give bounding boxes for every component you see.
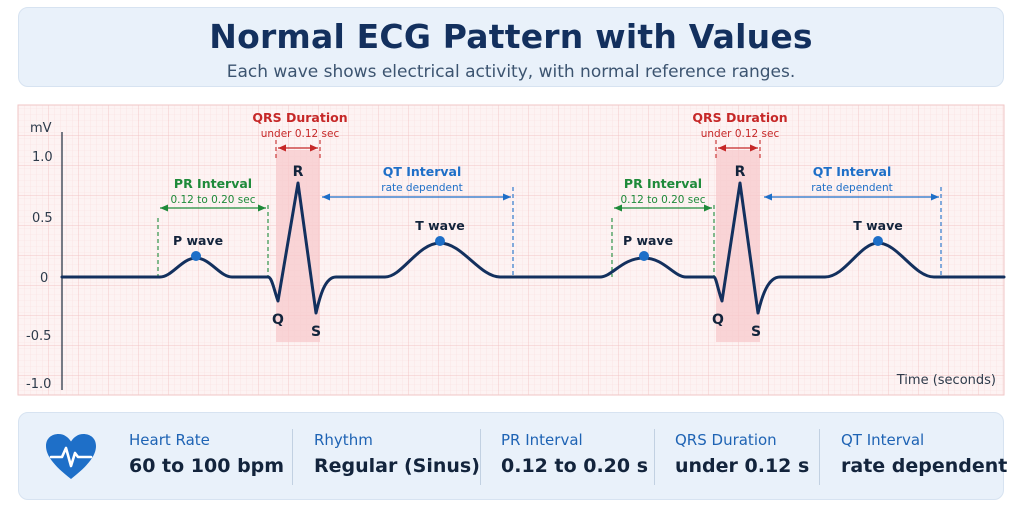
y-tick-label: 0 xyxy=(40,271,48,286)
ecg-chart: mV 1.0 0.5 0 -0.5 -1.0 Time (seconds) PR… xyxy=(17,104,1006,396)
summary-heart-rate: Heart Rate 60 to 100 bpm xyxy=(129,431,284,477)
t-wave-label: T wave xyxy=(415,218,465,233)
divider xyxy=(654,429,655,485)
summary-label: QRS Duration xyxy=(675,431,777,449)
beat-2-annotations: PR Interval 0.12 to 0.20 sec QRS Duratio… xyxy=(611,110,942,277)
r-wave-label: R xyxy=(735,164,746,180)
y-tick-label: 1.0 xyxy=(32,150,53,165)
summary-pr-interval: PR Interval 0.12 to 0.20 s xyxy=(501,431,648,477)
divider xyxy=(819,429,820,485)
header-panel: Normal ECG Pattern with Values Each wave… xyxy=(18,7,1004,87)
qrs-duration-title: QRS Duration xyxy=(252,110,347,125)
qrs-duration-range: under 0.12 sec xyxy=(701,128,780,140)
pr-interval-title: PR Interval xyxy=(174,176,252,191)
page-subtitle: Each wave shows electrical activity, wit… xyxy=(226,62,796,82)
summary-label: PR Interval xyxy=(501,431,583,449)
summary-value: 60 to 100 bpm xyxy=(129,455,285,477)
summary-rhythm: Rhythm Regular (Sinus) xyxy=(314,431,480,477)
summary-value: Regular (Sinus) xyxy=(314,455,480,477)
y-tick-label: 0.5 xyxy=(32,211,53,226)
qrs-band-2 xyxy=(716,150,760,342)
q-wave-label: Q xyxy=(272,312,284,328)
divider xyxy=(292,429,293,485)
p-wave-label: P wave xyxy=(623,233,673,248)
summary-label: QT Interval xyxy=(841,431,925,449)
r-wave-label: R xyxy=(293,164,304,180)
qrs-duration-title: QRS Duration xyxy=(692,110,787,125)
summary-qrs-duration: QRS Duration under 0.12 s xyxy=(675,431,809,477)
qrs-duration-range: under 0.12 sec xyxy=(261,128,340,140)
summary-value: 0.12 to 0.20 s xyxy=(501,455,649,477)
page-title: Normal ECG Pattern with Values xyxy=(209,17,813,56)
y-tick-label: -1.0 xyxy=(26,377,51,392)
ecg-trace xyxy=(60,181,1006,315)
p-wave-marker xyxy=(191,251,201,261)
summary-label: Heart Rate xyxy=(129,431,210,449)
y-axis-unit: mV xyxy=(30,121,52,136)
pr-interval-range: 0.12 to 0.20 sec xyxy=(170,194,255,206)
summary-label: Rhythm xyxy=(314,431,373,449)
qt-interval-title: QT Interval xyxy=(383,164,462,179)
t-wave-label: T wave xyxy=(853,218,903,233)
y-tick-label: -0.5 xyxy=(26,329,51,344)
qt-interval-range: rate dependent xyxy=(381,182,462,194)
heart-ecg-icon xyxy=(46,434,96,479)
divider xyxy=(480,429,481,485)
qt-interval-range: rate dependent xyxy=(811,182,892,194)
p-wave-marker xyxy=(639,251,649,261)
summary-panel: Heart Rate 60 to 100 bpm Rhythm Regular … xyxy=(18,412,1007,500)
pr-interval-range: 0.12 to 0.20 sec xyxy=(620,194,705,206)
q-wave-label: Q xyxy=(712,312,724,328)
t-wave-marker xyxy=(435,236,445,246)
qt-interval-title: QT Interval xyxy=(813,164,892,179)
x-axis-label: Time (seconds) xyxy=(896,373,996,388)
beat-1-annotations: PR Interval 0.12 to 0.20 sec QRS Duratio… xyxy=(157,110,514,277)
s-wave-label: S xyxy=(311,324,321,340)
summary-qt-interval: QT Interval rate dependent xyxy=(841,431,1007,477)
summary-value: rate dependent xyxy=(841,455,1008,477)
p-wave-label: P wave xyxy=(173,233,223,248)
summary-value: under 0.12 s xyxy=(675,455,810,477)
pr-interval-title: PR Interval xyxy=(624,176,702,191)
s-wave-label: S xyxy=(751,324,761,340)
t-wave-marker xyxy=(873,236,883,246)
